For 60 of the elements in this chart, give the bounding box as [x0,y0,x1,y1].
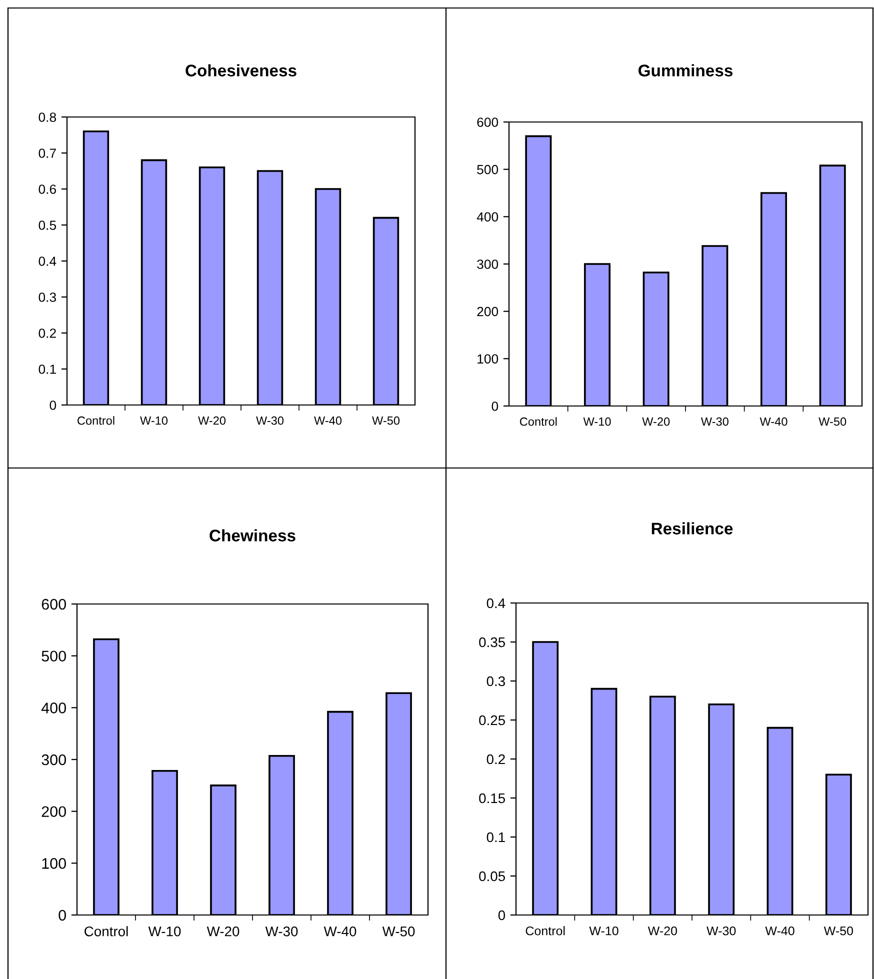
x-tick-label: Control [520,417,557,426]
x-tick-label: Control [78,416,114,425]
y-tick-label: 0.5 [38,220,56,230]
y-tick-label: 100 [42,858,66,869]
y-tick-label: 0.3 [38,292,56,302]
x-tick-label: W-10 [148,926,181,936]
x-tick-label: W-30 [706,926,736,936]
x-tick-label: W-30 [256,416,284,425]
x-tick-label: W-50 [824,926,853,936]
y-tick-label: 200 [477,306,498,316]
y-tick-label: 0.3 [486,676,505,686]
y-tick-label: 0.2 [486,754,505,764]
y-tick-label: 0.25 [479,715,506,726]
x-tick-label: Control [84,926,128,936]
y-tick-label: 0.4 [486,598,506,608]
y-tick-label: 0.05 [479,871,506,882]
y-tick-label: 0 [492,402,498,411]
y-tick-label: 0.7 [38,148,56,158]
x-tick-label: W-30 [700,417,728,426]
y-tick-label: 0.6 [38,184,56,194]
x-tick-label: W-20 [198,416,226,425]
y-tick-label: 0.1 [38,364,56,374]
y-tick-label: 300 [42,754,66,766]
y-tick-label: 500 [42,650,66,662]
x-tick-label: W-20 [206,926,240,936]
chart-title: Resilience [652,522,733,534]
x-tick-label: W-30 [265,926,298,936]
y-tick-label: 600 [477,118,498,127]
y-tick-label: 0 [498,910,506,920]
x-tick-label: W-20 [648,926,677,936]
x-tick-label: Control [526,926,565,936]
y-tick-label: 300 [477,260,498,269]
y-tick-label: 200 [42,806,66,818]
y-tick-label: 100 [478,354,498,364]
y-tick-label: 0.8 [38,112,56,122]
y-tick-label: 0.4 [38,256,56,266]
chart-title: Gumminess [638,64,733,76]
y-tick-label: 500 [477,164,498,174]
x-tick-label: W-40 [324,926,356,936]
x-tick-label: W-20 [642,417,670,426]
x-tick-label: W-50 [382,926,415,936]
x-tick-label: W-10 [589,926,618,936]
y-tick-label: 600 [42,598,66,610]
y-tick-label: 0.2 [38,328,56,338]
x-tick-label: W-40 [314,416,342,425]
y-tick-label: 400 [476,212,498,222]
x-tick-label: W-40 [765,926,794,936]
x-tick-label: W-50 [372,416,400,425]
x-tick-label: W-10 [140,416,168,425]
y-tick-label: 0.15 [479,793,506,804]
y-tick-label: 0.35 [479,637,506,648]
y-tick-label: 0.1 [486,832,505,842]
chart-title: Chewiness [210,529,296,542]
x-tick-label: W-40 [760,417,788,426]
x-tick-label: W-50 [818,417,846,426]
y-tick-label: 0 [50,400,56,410]
y-tick-label: 0 [58,910,66,921]
y-tick-label: 400 [41,702,66,714]
x-tick-label: W-10 [583,417,611,426]
chart-title: Cohesiveness [186,64,296,76]
